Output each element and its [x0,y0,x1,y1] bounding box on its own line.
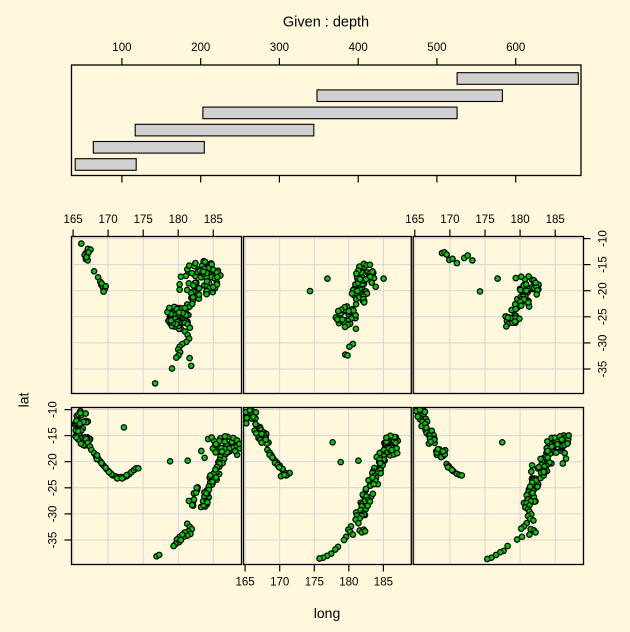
svg-text:-10: -10 [48,401,60,418]
svg-text:170: 170 [270,577,289,589]
svg-text:-20: -20 [598,282,610,299]
svg-text:-15: -15 [48,427,60,444]
svg-text:200: 200 [191,42,210,54]
svg-text:100: 100 [112,42,131,54]
svg-text:175: 175 [305,577,324,589]
svg-text:-30: -30 [48,506,60,523]
svg-text:-35: -35 [48,532,60,549]
svg-text:300: 300 [270,42,289,54]
svg-text:185: 185 [204,214,223,226]
svg-text:-15: -15 [598,256,610,273]
svg-text:lat: lat [16,393,32,408]
svg-text:long: long [314,605,340,621]
svg-text:165: 165 [405,214,424,226]
svg-text:Given : depth: Given : depth [283,15,369,31]
svg-text:-10: -10 [598,230,610,247]
svg-text:185: 185 [374,577,393,589]
svg-text:180: 180 [339,577,358,589]
svg-text:500: 500 [427,42,446,54]
svg-text:-25: -25 [598,308,610,325]
svg-text:-35: -35 [598,361,610,378]
svg-text:180: 180 [511,214,530,226]
svg-text:-30: -30 [598,335,610,352]
svg-text:-25: -25 [48,479,60,496]
svg-text:600: 600 [506,42,525,54]
svg-text:170: 170 [99,214,118,226]
svg-text:185: 185 [546,214,565,226]
svg-text:400: 400 [349,42,368,54]
svg-text:165: 165 [64,214,83,226]
svg-text:175: 175 [134,214,153,226]
svg-text:170: 170 [440,214,459,226]
svg-text:-20: -20 [48,453,60,470]
svg-text:180: 180 [169,214,188,226]
svg-text:175: 175 [475,214,494,226]
svg-text:165: 165 [236,577,255,589]
